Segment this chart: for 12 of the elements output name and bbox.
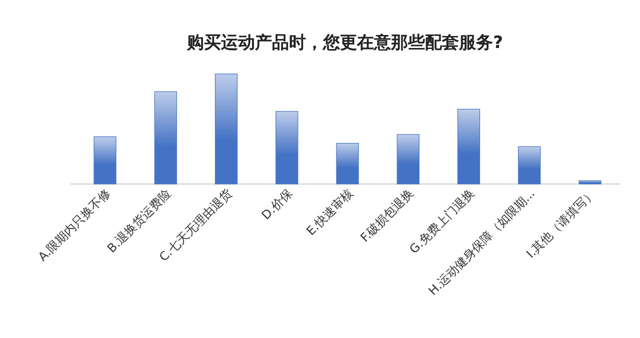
- bar: [578, 180, 602, 184]
- chart-title: 购买运动产品时，您更在意那些配套服务?: [186, 33, 503, 53]
- bar: [214, 74, 238, 184]
- bar: [154, 91, 177, 184]
- x-tick-label: D.价保: [258, 186, 295, 222]
- x-tick-label: E.快速审核: [304, 186, 356, 238]
- bar: [396, 134, 420, 184]
- bar: [94, 136, 116, 184]
- bar: [336, 143, 359, 184]
- bar: [276, 111, 298, 184]
- bar: [518, 146, 541, 184]
- bar: [457, 108, 480, 184]
